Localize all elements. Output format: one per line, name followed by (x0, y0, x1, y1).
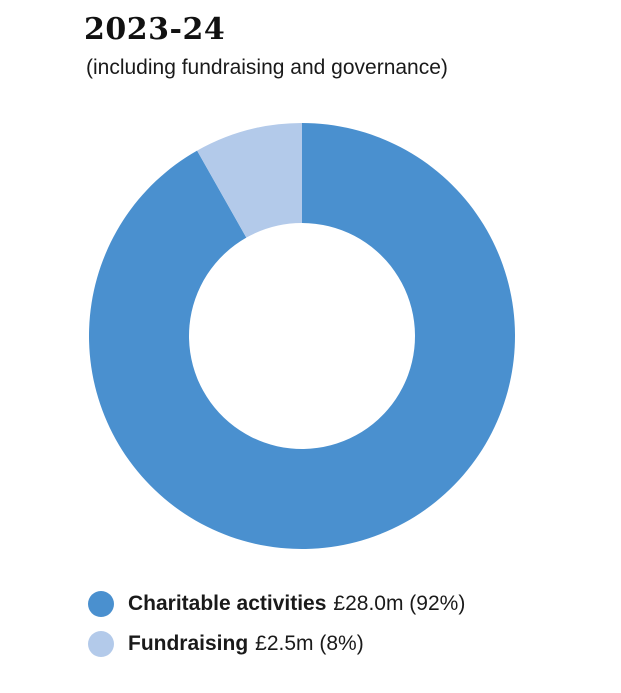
legend-swatch-fundraising (88, 631, 114, 657)
donut-slice-charitable-activities (88, 123, 516, 550)
chart-subtitle: (including fundraising and governance) (86, 56, 448, 79)
legend-label: Fundraising (128, 632, 249, 655)
legend-label: Charitable activities (128, 592, 327, 615)
donut-slice-fundraising (197, 123, 302, 238)
legend-item-fundraising: Fundraising £2.5m (8%) (88, 624, 465, 664)
chart-legend: Charitable activities £28.0m (92%) Fundr… (88, 584, 465, 664)
legend-swatch-charitable-activities (88, 591, 114, 617)
legend-value: £28.0m (92%) (333, 592, 466, 615)
legend-item-charitable-activities: Charitable activities £28.0m (92%) (88, 584, 465, 624)
chart-title: 2023-24 (84, 12, 226, 47)
legend-value: £2.5m (8%) (255, 632, 364, 655)
